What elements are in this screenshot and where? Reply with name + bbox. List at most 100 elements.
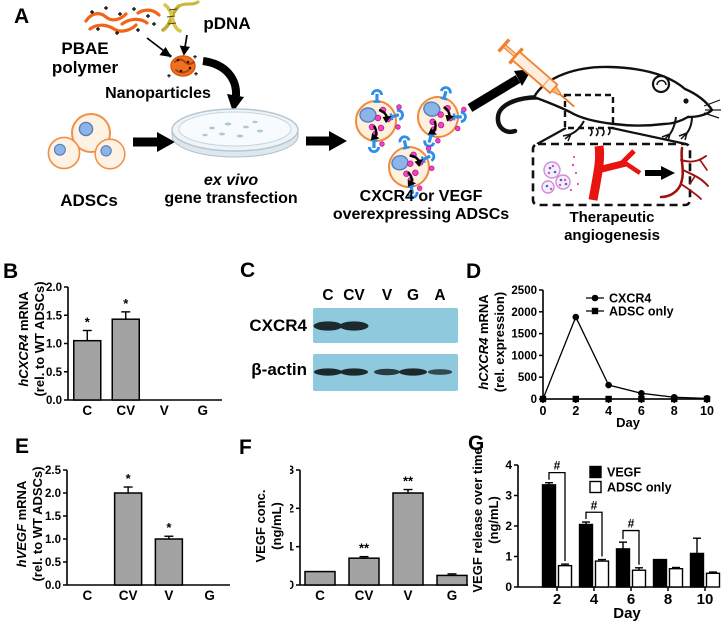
- significance-label: #: [628, 517, 635, 531]
- legend-swatch: [589, 465, 602, 479]
- significance-label: #: [591, 498, 598, 512]
- bar: [392, 492, 424, 586]
- significance-label: **: [359, 541, 370, 556]
- panel-label-f: F: [239, 436, 252, 459]
- mixing-arrows: [146, 34, 190, 58]
- significance-label: *: [85, 315, 91, 330]
- bar: [73, 339, 102, 401]
- inset-connectors: [536, 126, 687, 146]
- x-tick-label: 4: [605, 404, 612, 418]
- y-tick-label: 500: [518, 372, 537, 384]
- blot-band: [314, 368, 342, 376]
- bar: [557, 564, 573, 588]
- y-tick-label: 2.0: [46, 282, 62, 294]
- overexpressing-label-line2: overexpressing ADSCs: [332, 206, 510, 223]
- nanoparticles-label: Nanoparticles: [105, 85, 211, 102]
- mouse-claws: [562, 126, 688, 142]
- legend-marker: [591, 294, 599, 302]
- panel-label-g: G: [468, 432, 485, 455]
- transfected-cells: [356, 81, 475, 203]
- data-point: [671, 395, 678, 403]
- y-tick-label: 0: [505, 580, 512, 594]
- blot-band: [339, 321, 369, 331]
- panel-a-illustration: [47, 0, 721, 207]
- mouse-whiskers: [703, 99, 721, 119]
- legend-marker: [591, 307, 599, 315]
- chart-b-hcxcr4-mrna-bars: 0.0 0.5 1.0 1.5 2.0 * C * CV V G: [46, 282, 222, 418]
- mouse-legs: [570, 115, 693, 135]
- comparison-bracket: [622, 529, 640, 565]
- data-point: [703, 395, 711, 403]
- y-tick-label: 1.0: [46, 339, 62, 351]
- y-tick-label: 1.5: [45, 511, 62, 523]
- injection-site-box: [563, 93, 615, 130]
- bar: [689, 552, 705, 588]
- x-tick-label: 10: [700, 404, 714, 418]
- therapeutic-label-line1: Therapeutic: [569, 209, 655, 226]
- y-tick-label: 2.0: [45, 488, 61, 500]
- bar: [436, 574, 468, 586]
- y-tick-label: 1: [505, 550, 512, 564]
- panel-label-a: A: [14, 5, 30, 28]
- category-label: 8: [664, 591, 672, 608]
- pbae-polymer-icon: [84, 8, 161, 33]
- bar: [154, 538, 184, 586]
- category-label: CV: [116, 403, 135, 418]
- mouse-body: [532, 65, 714, 127]
- panel-label-b: B: [3, 260, 19, 283]
- chart-b-ylabel: hCXCR4 mRNA (rel. to WT ADSCs): [15, 281, 47, 397]
- y-tick-label: 1500: [511, 329, 537, 341]
- panel-label-d: D: [466, 260, 482, 283]
- y-tick-label: 2.5: [45, 465, 62, 477]
- category-label: C: [83, 588, 93, 603]
- bar: [541, 484, 557, 588]
- bar: [594, 560, 610, 588]
- chart-f-vegf-conc-bars: 0 1 2 3 C ** CV ** V G: [290, 463, 468, 603]
- petri-dish-icon: [171, 108, 299, 158]
- inset-large-vessel: [588, 145, 642, 201]
- y-tick-label: 2: [505, 519, 512, 533]
- angiogenesis-inset-box: [531, 142, 692, 207]
- y-tick-label: 0.5: [46, 367, 63, 379]
- x-tick-label: 6: [638, 404, 645, 418]
- curved-arrow: [202, 57, 244, 112]
- bar: [705, 572, 721, 588]
- significance-label: *: [166, 520, 172, 535]
- chart-f-ylabel: VEGF conc. (ng/mL): [252, 489, 284, 563]
- lane-label: G: [407, 287, 419, 304]
- overexpressing-label-line1: CXCR4 or VEGF: [359, 188, 483, 205]
- category-label: CV: [119, 588, 138, 603]
- adsc-cells: [47, 113, 126, 170]
- data-point: [638, 395, 645, 403]
- significance-label: **: [403, 474, 414, 489]
- nanoparticle-icon: [167, 54, 198, 78]
- lane-label: A: [434, 287, 445, 304]
- therapeutic-label-line2: angiogenesis: [564, 227, 660, 244]
- y-tick-label: 4: [505, 458, 512, 472]
- category-label: V: [403, 588, 412, 603]
- mouse-ear: [651, 74, 671, 94]
- y-tick-label: 0: [531, 394, 537, 406]
- x-tick-label: 2: [572, 404, 579, 418]
- data-point: [572, 313, 580, 321]
- chart-e-ylabel: hVEGF mRNA (rel. to WT ADSCs): [13, 466, 45, 582]
- category-label: C: [315, 588, 325, 603]
- bar: [113, 492, 143, 586]
- pbae-label-line1: PBAE: [61, 39, 109, 58]
- y-tick-label: 1.0: [45, 534, 61, 546]
- x-tick-label: 0: [540, 404, 547, 418]
- comparison-bracket: [548, 471, 566, 562]
- arrow-2: [306, 131, 347, 151]
- panel-label-c: C: [240, 259, 256, 282]
- legend-label: ADSC only: [607, 481, 672, 495]
- bar: [668, 567, 684, 588]
- series-line: [542, 315, 708, 400]
- blot-membrane-cxcr4: [313, 308, 458, 343]
- data-point: [605, 381, 612, 389]
- blot-row-label-cxcr4: CXCR4: [249, 316, 307, 335]
- significance-label: *: [123, 296, 129, 311]
- panel-c-western-blot: C CV V G A: [313, 287, 458, 391]
- y-tick-label: 2000: [511, 307, 537, 319]
